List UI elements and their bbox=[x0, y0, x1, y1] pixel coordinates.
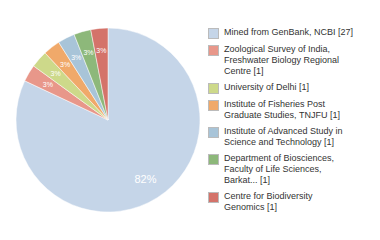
svg-text:3%: 3% bbox=[43, 81, 53, 88]
html-text:Centre [1]: Centre [1] bbox=[224, 66, 264, 76]
svg-text:3%: 3% bbox=[83, 49, 93, 56]
svg-text:3%: 3% bbox=[60, 61, 70, 68]
svg-text:3%: 3% bbox=[50, 70, 60, 77]
html-text:Institute of Advanced Study in: Institute of Advanced Study in bbox=[224, 126, 343, 136]
html-text:Institute of Fisheries Post: Institute of Fisheries Post bbox=[224, 99, 325, 109]
html-text:Freshwater Biology Regional: Freshwater Biology Regional bbox=[224, 55, 340, 65]
html-text:University of Delhi [1]: University of Delhi [1] bbox=[224, 82, 309, 92]
html-text:Department of Biosciences,: Department of Biosciences, bbox=[224, 153, 335, 163]
html-text:Centre for Biodiversity: Centre for Biodiversity bbox=[224, 191, 313, 201]
svg-text:3%: 3% bbox=[71, 54, 81, 61]
html-text:Science and Technology [1]: Science and Technology [1] bbox=[224, 137, 334, 147]
html-text:Faculty of Life Sciences,: Faculty of Life Sciences, bbox=[224, 164, 322, 174]
html-text:Zoological Survey of India,: Zoological Survey of India, bbox=[224, 44, 331, 54]
html-text:Mined from GenBank, NCBI [27]: Mined from GenBank, NCBI [27] bbox=[224, 27, 354, 37]
html-text:Graduate Studies, TNJFU [1]: Graduate Studies, TNJFU [1] bbox=[224, 110, 340, 120]
html-text:Genomics [1]: Genomics [1] bbox=[224, 202, 277, 212]
svg-text:82%: 82% bbox=[134, 173, 156, 185]
html-text:Barkat... [1]: Barkat... [1] bbox=[224, 175, 270, 185]
svg-text:3%: 3% bbox=[96, 47, 106, 54]
